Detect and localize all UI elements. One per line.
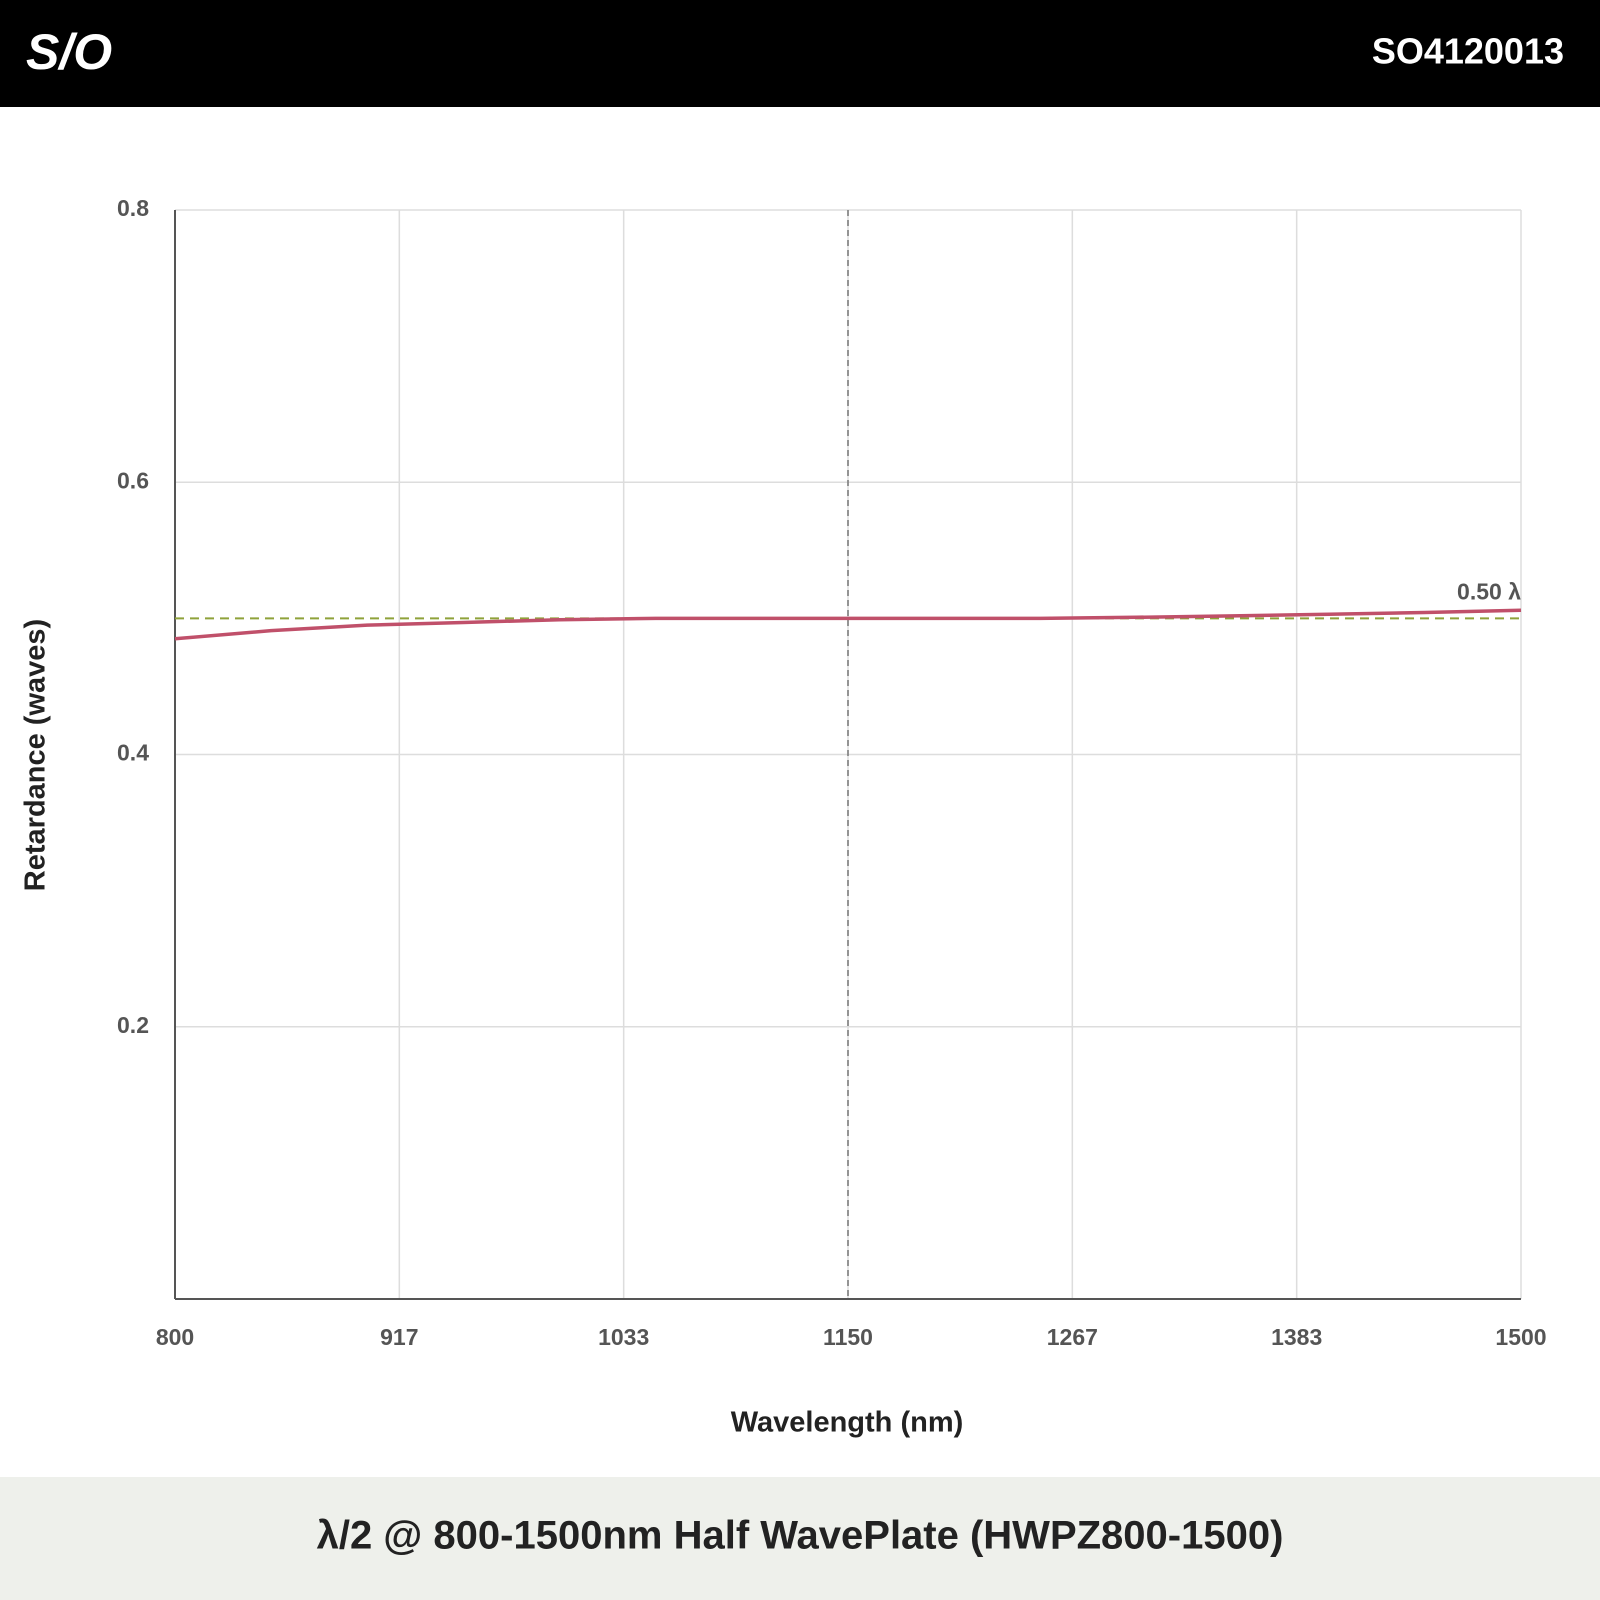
y-tick-label: 0.2 [117,1012,149,1038]
retardance-curve [174,608,1522,641]
x-tick-label: 1033 [598,1324,649,1350]
footer-bar [0,1477,1600,1600]
logo: S/O [26,24,112,80]
y-tick-label: 0.4 [117,740,149,766]
y-tick-label: 0.6 [117,467,149,493]
product-code: SO4120013 [1372,31,1564,72]
reference-label: 0.50 λ [1457,578,1521,604]
chart-title: λ/2 @ 800-1500nm Half WavePlate (HWPZ800… [317,1514,1284,1558]
y-tick-label: 0.8 [117,195,149,221]
x-tick-label: 1150 [823,1324,873,1350]
x-axis-label: Wavelength (nm) [731,1407,964,1439]
x-tick-label: 1383 [1271,1324,1322,1350]
x-tick-label: 1267 [1047,1324,1098,1350]
header-bar [0,0,1600,107]
x-tick-label: 800 [156,1324,194,1350]
x-tick-label: 917 [380,1324,418,1350]
y-axis-label: Retardance (waves) [20,619,52,891]
x-tick-label: 1500 [1495,1324,1546,1350]
